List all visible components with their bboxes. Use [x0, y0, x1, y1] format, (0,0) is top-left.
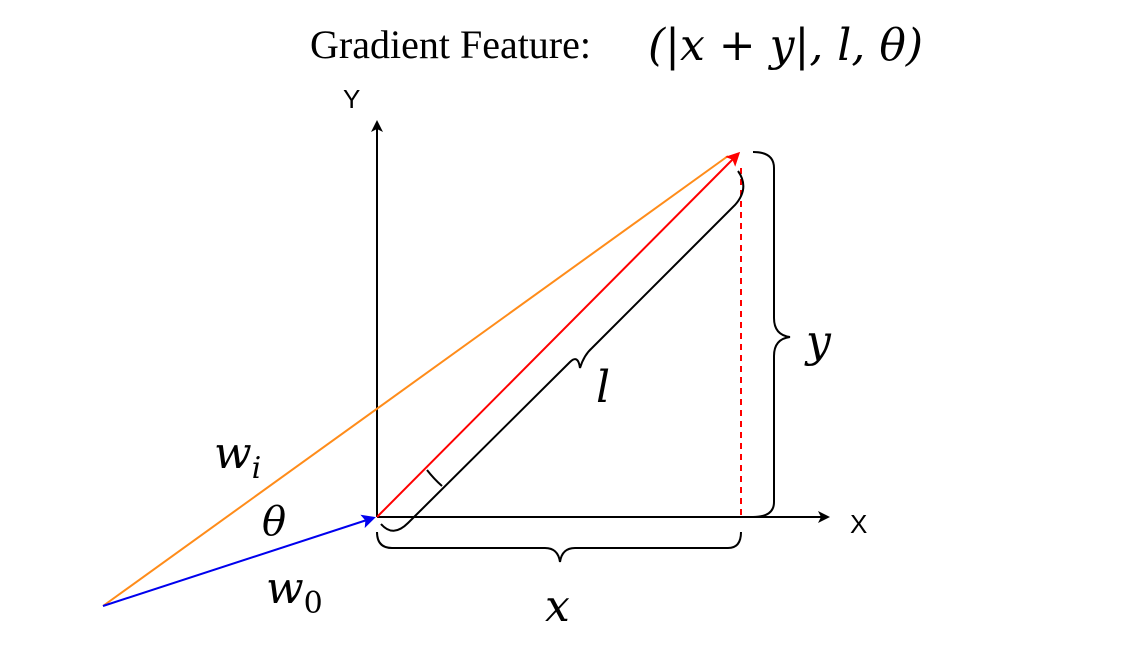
- theta-angle-arc: [426, 469, 443, 487]
- title-prefix: Gradient Feature:: [310, 22, 591, 67]
- x-brace: [376, 531, 742, 563]
- gradient-vector: [376, 151, 741, 518]
- w-i-label: wi: [214, 428, 261, 486]
- theta-label: θ: [262, 499, 286, 545]
- title-formula: (|x + y|, l, θ): [648, 20, 923, 71]
- y-axis-label: Y: [343, 84, 360, 114]
- w-i-sub: i: [252, 451, 262, 486]
- l-brace: [380, 170, 745, 532]
- x-label: x: [545, 581, 570, 632]
- w-0-base: w: [266, 563, 304, 614]
- w-0-sub: 0: [304, 586, 323, 621]
- y-brace: [752, 151, 791, 518]
- w-i-vector: [102, 155, 729, 607]
- y-label: y: [804, 316, 832, 367]
- w-0-label: w0: [266, 563, 323, 621]
- l-label: l: [596, 362, 610, 413]
- w-i-base: w: [214, 428, 252, 479]
- x-axis-label: X: [850, 509, 867, 539]
- w-0-vector: [102, 514, 376, 607]
